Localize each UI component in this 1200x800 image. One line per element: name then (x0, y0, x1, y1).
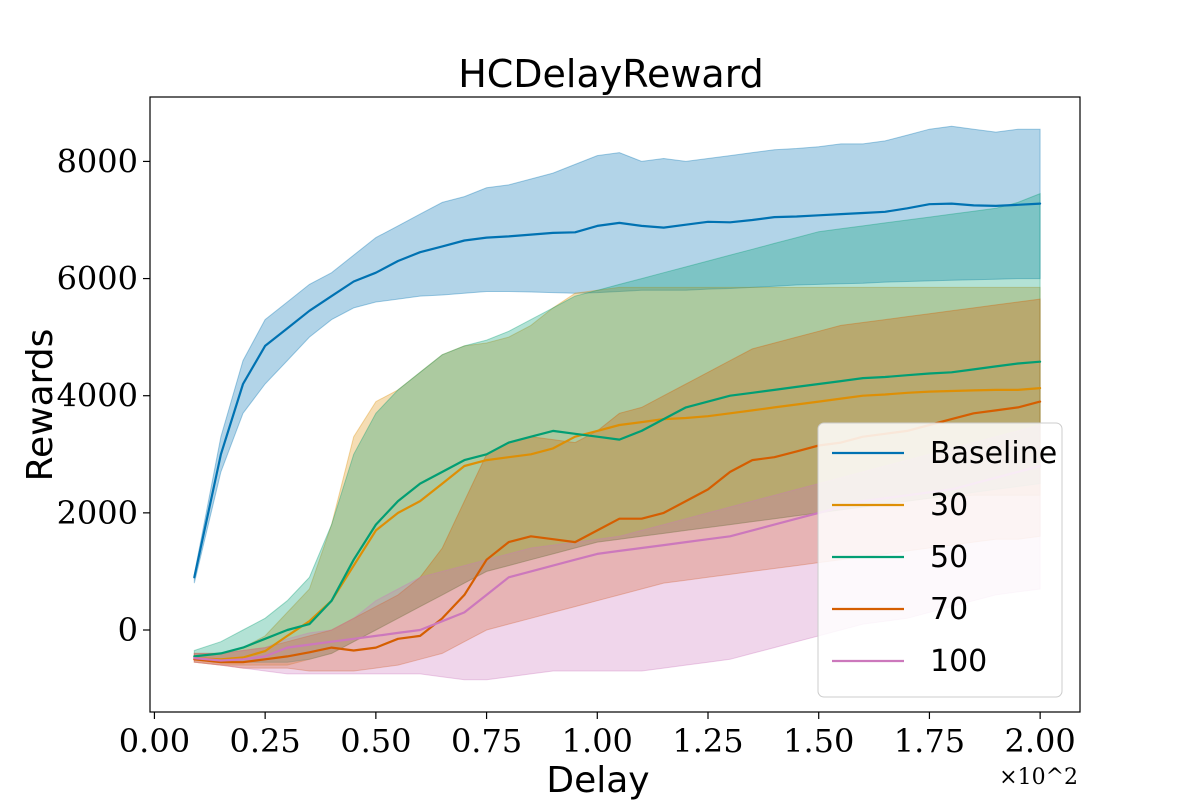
x-axis-multiplier: ×10^2 (999, 765, 1078, 790)
chart-title: HCDelayReward (458, 52, 764, 96)
plot-frame (149, 96, 1081, 713)
x-tick-label: 0.25 (230, 722, 301, 760)
legend-label: 30 (930, 488, 968, 523)
x-tick-label: 1.75 (894, 722, 965, 760)
x-tick-label: 0.50 (340, 722, 411, 760)
legend-label: 100 (930, 644, 987, 679)
line-series-2 (193, 360, 1042, 658)
y-axis-label: Rewards (20, 329, 61, 482)
legend-box (817, 422, 1063, 698)
y-tick-label: 8000 (57, 142, 138, 180)
legend: Baseline 30 50 70 100 (817, 422, 1063, 698)
y-axis-ticks: 0 2000 4000 6000 8000 (57, 142, 150, 649)
x-axis-label: Delay (546, 760, 649, 800)
x-tick-label: 1.50 (783, 722, 854, 760)
y-tick-label: 2000 (57, 494, 138, 532)
y-tick-label: 4000 (57, 377, 138, 415)
legend-label: Baseline (930, 436, 1057, 471)
legend-label: 50 (930, 540, 968, 575)
x-tick-label: 1.25 (672, 722, 743, 760)
line-series-0 (193, 202, 1042, 579)
y-tick-label: 0 (118, 611, 138, 649)
band-series-0 (193, 125, 1041, 584)
y-tick-label: 6000 (57, 260, 138, 298)
legend-label: 70 (930, 592, 968, 627)
x-tick-label: 0.75 (451, 722, 522, 760)
x-tick-label: 0.00 (119, 722, 190, 760)
x-axis-ticks: 0.00 0.25 0.50 0.75 1.00 1.25 1.50 1.75 2.00 (119, 712, 1076, 760)
x-tick-label: 2.00 (1005, 722, 1076, 760)
x-tick-label: 1.00 (562, 722, 633, 760)
